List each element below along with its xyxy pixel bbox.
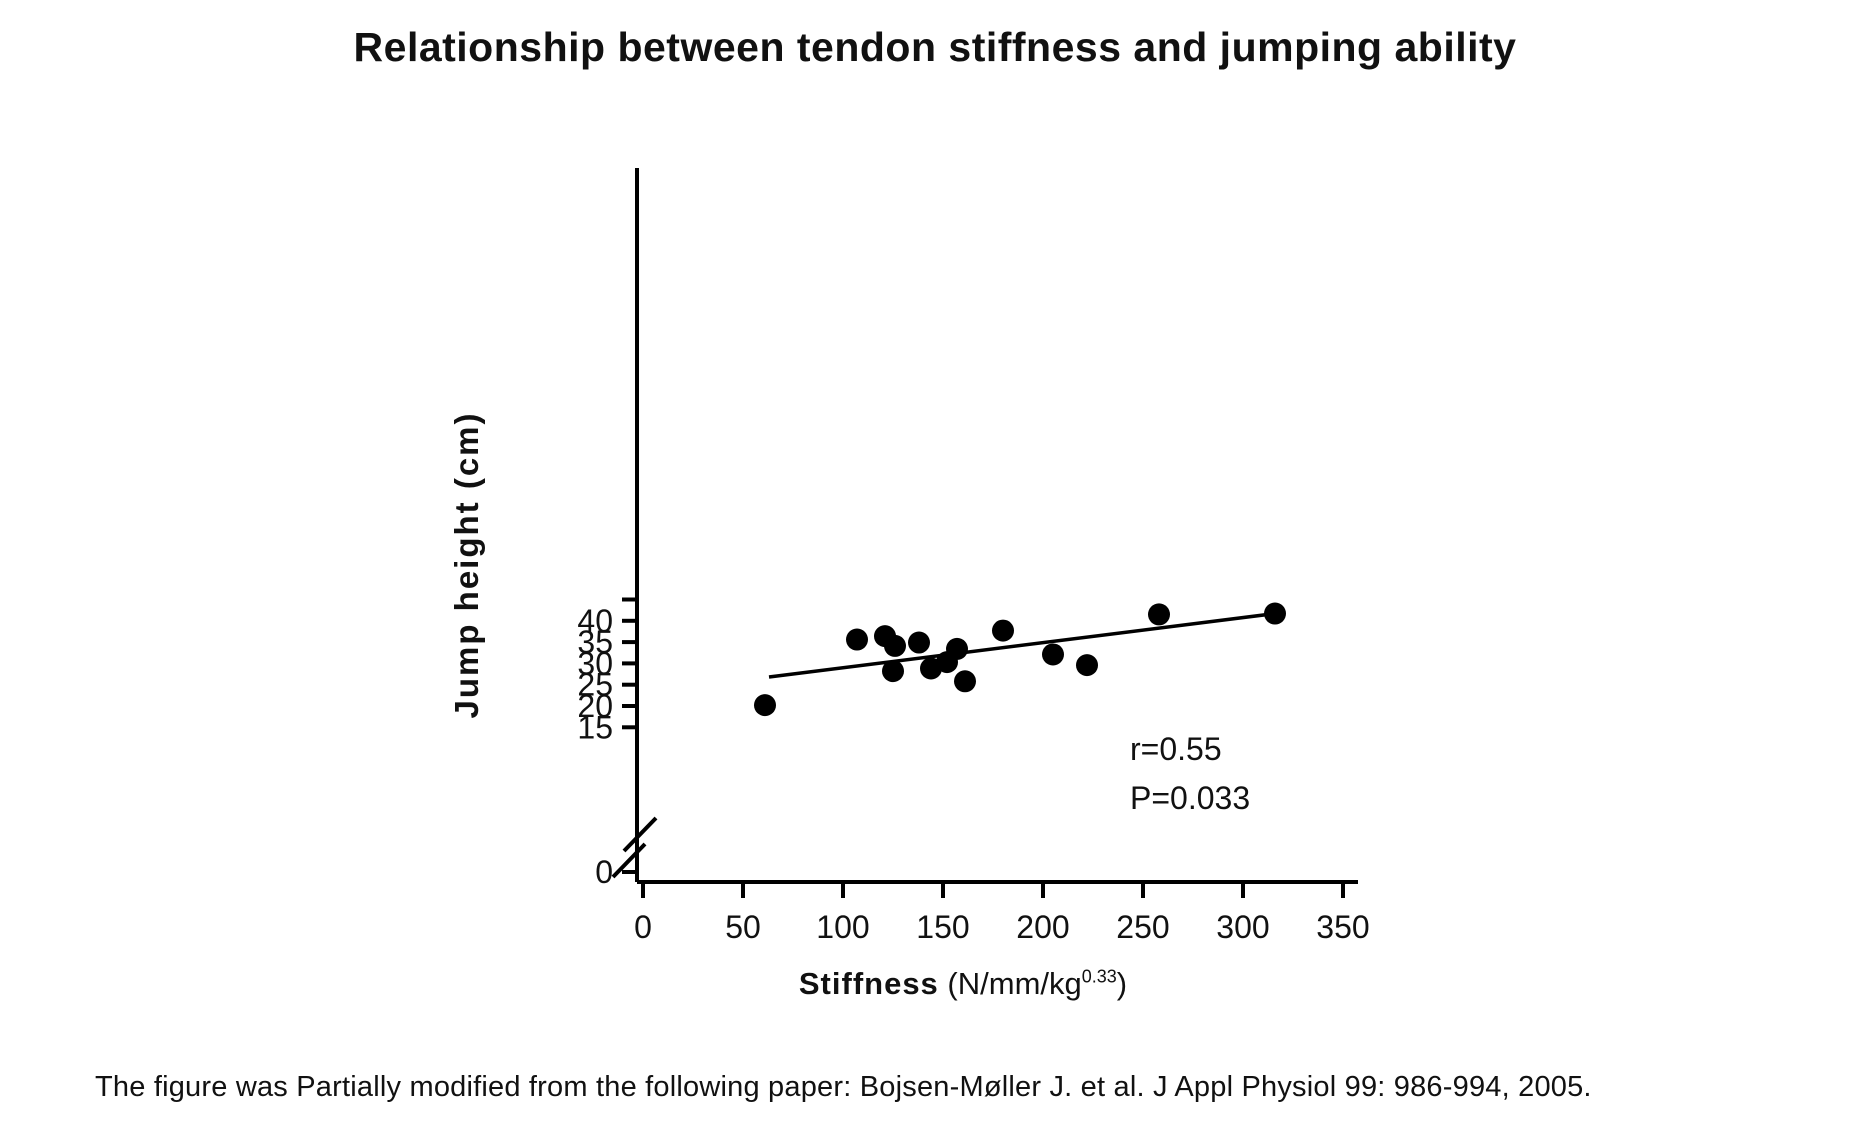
x-axis-label-unit-close: ) [1116,966,1128,1001]
data-point [754,694,776,717]
x-tick-label: 350 [1316,909,1369,945]
data-point [908,631,930,654]
data-point [1264,602,1286,625]
chart-title: Relationship between tendon stiffness an… [353,24,1517,70]
y-tick-label: 35 [577,624,613,660]
data-point [882,660,904,683]
y-tick-label: 15 [577,709,613,745]
data-point [954,670,976,693]
x-tick-label: 150 [916,909,969,945]
trend-line [768,611,1276,679]
data-point [1148,603,1170,626]
correlation-annotation: r=0.55 [1130,731,1222,767]
y-tick-label: 30 [577,645,613,681]
pvalue-annotation: P=0.033 [1130,780,1251,816]
x-axis-label-exponent: 0.33 [1081,966,1117,987]
x-tick-label: 200 [1016,909,1069,945]
y-tick-label: 20 [577,688,613,724]
data-point [1042,643,1064,666]
x-axis-label: Stiffness (N/mm/kg0.33) [799,966,1127,1002]
y-tick-label: 0 [595,854,613,890]
x-tick-label: 50 [725,909,761,945]
x-axis-label-name: Stiffness [798,966,939,1001]
x-axis-label-unit: (N/mm/kg [938,966,1082,1001]
x-tick-label: 250 [1116,909,1169,945]
data-point [992,619,1014,642]
y-tick-label: 25 [577,667,613,703]
axis-break-mark [622,816,658,853]
data-point [846,628,868,651]
axis-break-mark [611,842,647,879]
data-point [1076,654,1098,677]
data-point [946,637,968,660]
x-tick-label: 300 [1216,909,1269,945]
data-point [884,634,906,657]
y-tick-label: 40 [577,603,613,639]
x-tick-label: 100 [816,909,869,945]
source-citation: The figure was Partially modified from t… [95,1071,1592,1103]
x-tick-label: 0 [634,909,652,945]
